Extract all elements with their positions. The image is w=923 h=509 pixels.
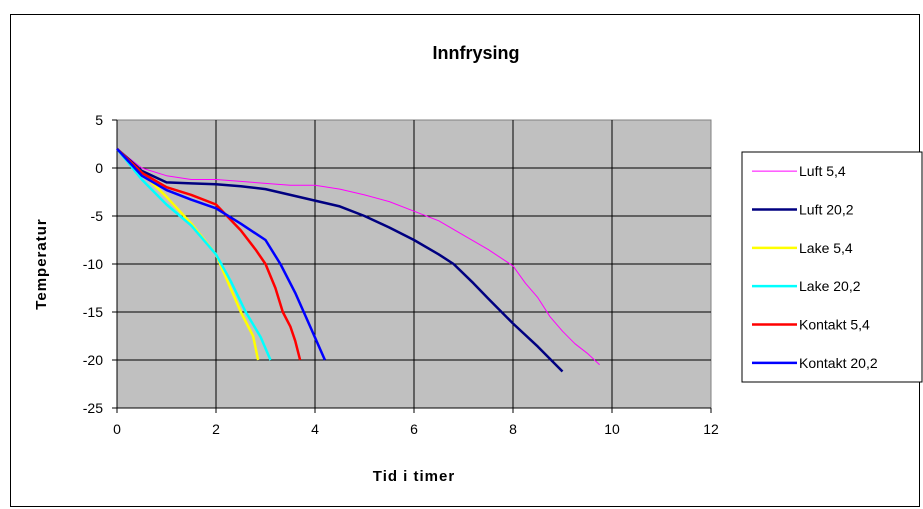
y-tick-label: -20 bbox=[83, 352, 103, 368]
x-tick-label: 2 bbox=[212, 421, 220, 437]
y-tick-label: -15 bbox=[83, 304, 103, 320]
x-tick-label: 12 bbox=[703, 421, 719, 437]
grid-lines bbox=[112, 119, 712, 413]
series-line bbox=[116, 147, 327, 361]
x-tick-label: 10 bbox=[604, 421, 620, 437]
series-line bbox=[116, 148, 600, 366]
tick-labels: 0 2 4 6 8 10 12 5 0 -5 -10 -15 -20 -25 bbox=[83, 112, 719, 437]
y-tick-label: 5 bbox=[95, 112, 103, 128]
legend-label: Kontakt 20,2 bbox=[799, 355, 878, 371]
y-tick-label: -5 bbox=[91, 208, 104, 224]
legend: Luft 5,4 Luft 20,2 Lake 5,4 Lake 20,2 Kontak… bbox=[752, 163, 878, 371]
y-tick-label: -25 bbox=[83, 400, 103, 416]
legend-label: Luft 20,2 bbox=[799, 202, 854, 218]
legend-label: Lake 5,4 bbox=[799, 240, 853, 256]
series-line bbox=[116, 147, 564, 373]
y-tick-label: 0 bbox=[95, 160, 103, 176]
legend-label: Luft 5,4 bbox=[799, 163, 846, 179]
x-tick-label: 8 bbox=[509, 421, 517, 437]
x-axis-title: Tid i timer bbox=[373, 468, 455, 485]
series-line bbox=[116, 148, 272, 361]
x-tick-label: 0 bbox=[113, 421, 121, 437]
series-line bbox=[116, 147, 302, 361]
y-axis-title: Temperatur bbox=[33, 218, 50, 309]
y-tick-label: -10 bbox=[83, 256, 103, 272]
legend-label: Lake 20,2 bbox=[799, 278, 861, 294]
chart-title: Innfrysing bbox=[432, 43, 519, 63]
legend-box bbox=[741, 151, 923, 383]
series-lines bbox=[116, 147, 600, 373]
legend-label: Kontakt 5,4 bbox=[799, 317, 870, 333]
x-tick-label: 4 bbox=[311, 421, 319, 437]
x-tick-label: 6 bbox=[410, 421, 418, 437]
